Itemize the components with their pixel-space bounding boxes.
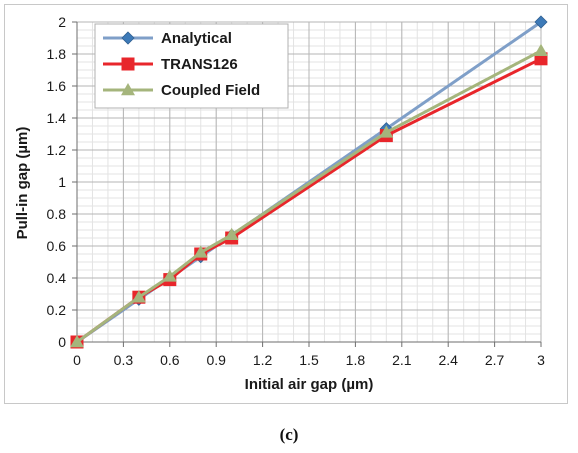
y-tick-label: 1.2 <box>47 142 67 158</box>
data-point-coupled-field <box>131 290 146 303</box>
y-tick-label: 0.4 <box>47 270 67 286</box>
data-point-analytical <box>534 15 548 29</box>
y-tick-label: 0.8 <box>47 206 67 222</box>
x-tick-label: 2.1 <box>392 352 412 368</box>
data-point-coupled-field <box>193 245 208 258</box>
y-tick-label: 0 <box>58 334 66 350</box>
x-tick-label: 3 <box>537 352 545 368</box>
data-point-coupled-field <box>224 227 239 241</box>
data-point-coupled-field <box>162 269 177 282</box>
axes-layer: 0 0.3 0.6 0.9 1.2 1.5 1.8 2.1 2.4 2.7 3 0 0.2 0.4 0.6 0… <box>47 14 546 368</box>
legend: Analytical TRANS126 Coupled Field <box>94 23 289 109</box>
legend-label: TRANS126 <box>161 56 238 73</box>
legend-item-trans126: TRANS126 <box>103 56 238 73</box>
data-point-coupled-field <box>70 335 84 348</box>
x-tick-label: 0.9 <box>206 352 226 368</box>
x-tick-label: 0.6 <box>160 352 180 368</box>
series-coupled-field <box>70 43 548 348</box>
legend-label: Coupled Field <box>161 82 260 99</box>
y-tick-label: 1.6 <box>47 78 67 94</box>
x-axis-title: Initial air gap (µm) <box>245 376 374 393</box>
x-tick-label: 2.7 <box>485 352 505 368</box>
figure-caption: (c) <box>279 425 299 444</box>
data-point-coupled-field <box>379 125 394 138</box>
x-tick-label: 1.8 <box>346 352 366 368</box>
chart-frame <box>4 4 568 404</box>
series-layer <box>70 15 548 349</box>
line-chart: 0 0.3 0.6 0.9 1.2 1.5 1.8 2.1 2.4 2.7 3 0 0.2 0.4 0.6 0… <box>14 14 548 393</box>
legend-item-coupled-field: Coupled Field <box>103 82 260 99</box>
x-tick-label: 0.3 <box>114 352 134 368</box>
y-tick-label: 2 <box>58 14 66 30</box>
y-tick-label: 0.2 <box>47 302 67 318</box>
x-tick-label: 0 <box>73 352 81 368</box>
data-point-coupled-field <box>534 43 548 57</box>
legend-marker <box>121 57 135 71</box>
y-tick-label: 1.4 <box>47 110 67 126</box>
y-tick-label: 1 <box>58 174 66 190</box>
legend-marker <box>121 83 135 96</box>
legend-marker <box>121 31 135 45</box>
x-tick-label: 2.4 <box>438 352 458 368</box>
legend-label: Analytical <box>161 30 232 47</box>
y-tick-label: 0.6 <box>47 238 67 254</box>
legend-item-analytical: Analytical <box>103 30 232 47</box>
y-axis-title: Pull-in gap (µm) <box>14 127 31 240</box>
x-tick-label: 1.5 <box>299 352 319 368</box>
y-tick-label: 1.8 <box>47 46 67 62</box>
x-tick-label: 1.2 <box>253 352 273 368</box>
